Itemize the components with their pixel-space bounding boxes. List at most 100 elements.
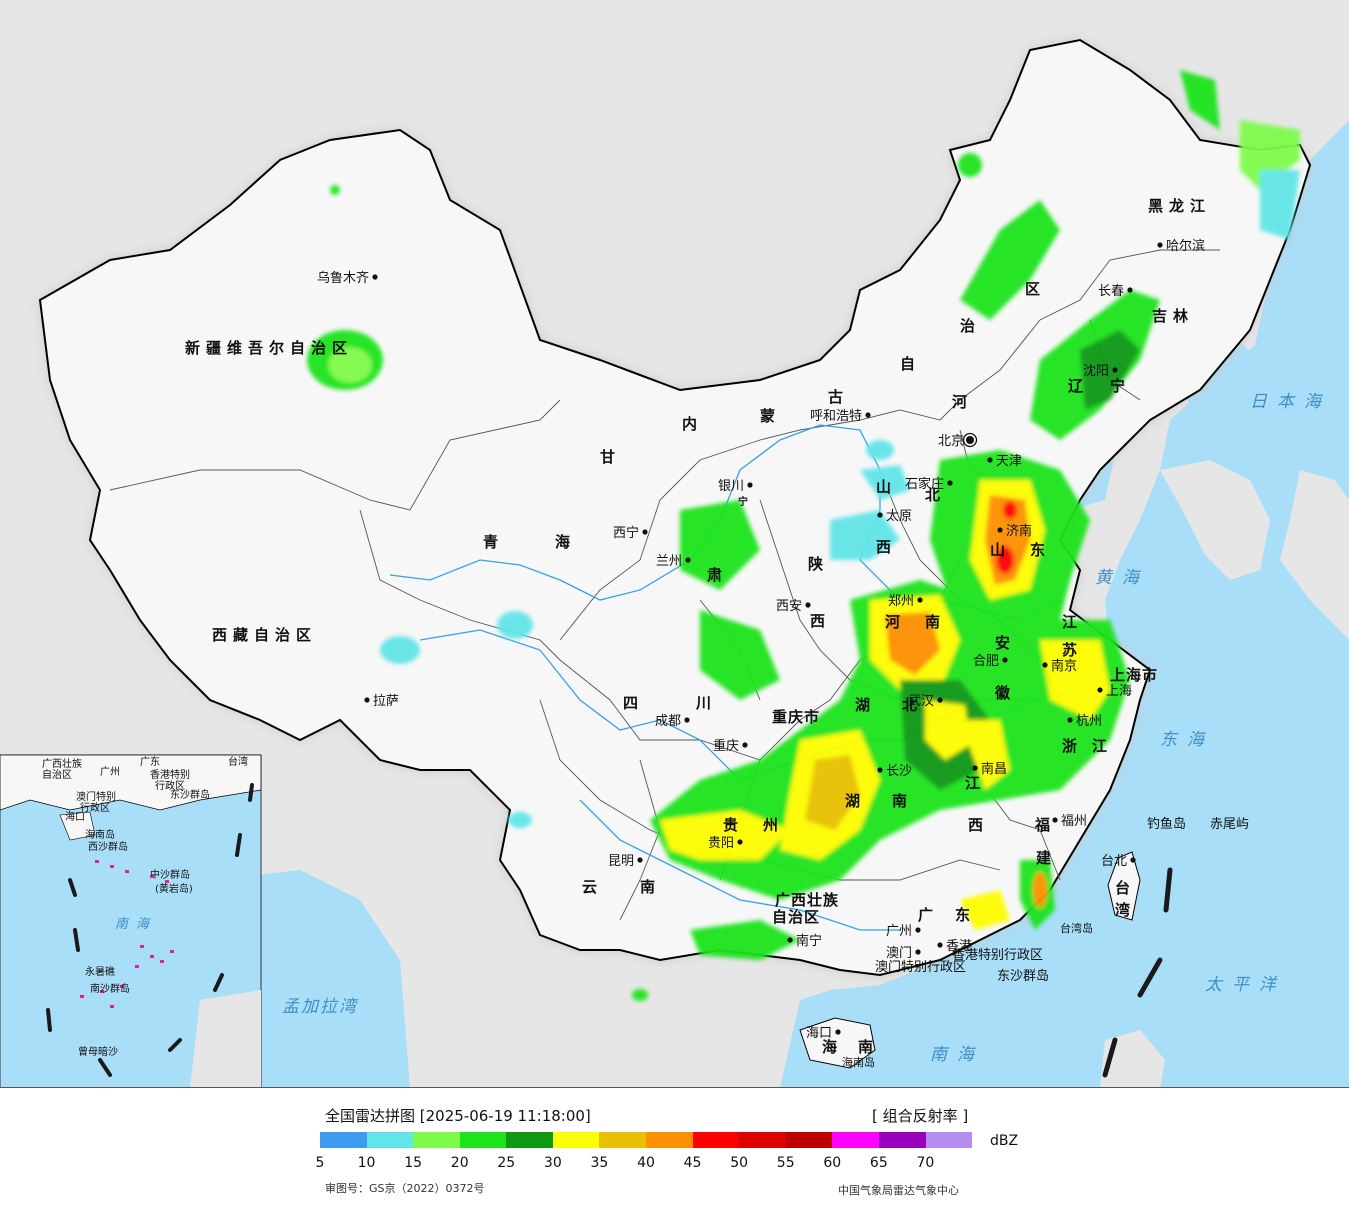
colorbar-tick-label: 15 [404, 1155, 423, 1171]
city-marker: 济南 [997, 523, 1032, 539]
city-marker: 海口 [806, 1026, 841, 1041]
region-shanxi-a: 山 [876, 478, 897, 496]
city-name: 长春 [1098, 284, 1124, 299]
province-boundaries [109, 249, 1220, 921]
city-name: 南京 [1051, 658, 1077, 674]
city-marker: 福州 [1052, 814, 1087, 829]
city-name: 乌鲁木齐 [317, 270, 369, 286]
region-gansu-a: 甘 [600, 448, 621, 466]
city-name: 杭州 [1076, 714, 1102, 729]
legend-product-name: [ 组合反射率 ] [872, 1107, 969, 1125]
label-taiwan-island: 台湾岛 [1060, 921, 1093, 935]
city-marker: 香港 [937, 939, 972, 954]
inset-label-guangxi: 广西壮族 [42, 757, 82, 770]
city-marker: 天津 [987, 454, 1022, 469]
region-shanghai: 上海市 [1110, 666, 1158, 684]
city-name: 武汉 [908, 694, 934, 709]
city-dot-icon [1042, 662, 1048, 668]
city-name: 福州 [1061, 814, 1087, 829]
city-dot-icon [737, 839, 743, 845]
region-liaoning-a: 辽 [1068, 377, 1089, 395]
city-dot-icon [835, 1029, 841, 1035]
colorbar-tick-label: 45 [683, 1155, 702, 1171]
region-hainan-a: 海 [822, 1038, 843, 1056]
colorbar-cell [599, 1132, 647, 1148]
colorbar-tick-label: 35 [590, 1155, 609, 1171]
label-dongsha: 东沙群岛 [997, 968, 1049, 984]
city-name: 贵阳 [708, 836, 734, 851]
inset-label-dongsha: 东沙群岛 [170, 788, 210, 801]
city-marker: 西宁 [613, 525, 648, 541]
city-name: 昆明 [608, 854, 634, 869]
region-yunnan-a: 云 [582, 878, 603, 896]
city-marker: 贵阳 [708, 836, 743, 851]
label-hongkong-sar: 香港特别行政区 [952, 948, 1043, 963]
city-marker: 长沙 [877, 764, 912, 779]
region-neimeng-c: 古 [828, 388, 849, 406]
colorbar-cell [692, 1132, 740, 1148]
region-shandong-a: 山 [990, 541, 1011, 559]
city-dot-icon [685, 557, 691, 563]
city-name: 沈阳 [1083, 364, 1109, 379]
sea-east [780, 120, 1349, 1087]
colorbar-tick-label: 30 [543, 1155, 562, 1171]
region-hubei-b: 北 [902, 696, 923, 714]
colorbar-tick-label: 50 [730, 1155, 749, 1171]
label-chiwei: 赤尾屿 [1210, 817, 1249, 832]
inset-label-nansha: 南沙群岛 [90, 982, 130, 995]
city-marker: 南昌 [972, 761, 1007, 777]
city-name: 兰州 [656, 554, 682, 569]
city-marker: 太原 [877, 509, 912, 524]
hainan-island [799, 1017, 876, 1069]
region-xizang: 西藏自治区 [212, 626, 317, 644]
city-marker: 银川 [718, 479, 753, 494]
radar-echoes [307, 70, 1300, 1001]
city-dot-icon [966, 436, 974, 444]
region-jiangxi-b: 西 [968, 816, 989, 834]
nine-dash-line [1102, 867, 1173, 1078]
city-name: 天津 [996, 454, 1022, 469]
city-dot-icon [637, 857, 643, 863]
inset-label-mo-b: 行政区 [80, 801, 110, 814]
city-marker: 南宁 [787, 933, 822, 949]
region-guizhou-b: 州 [762, 816, 784, 834]
city-name: 呼和浩特 [810, 409, 862, 424]
city-name: 南昌 [981, 761, 1007, 777]
city-marker: 合肥 [973, 654, 1008, 669]
region-shandong-b: 东 [1030, 541, 1051, 559]
region-hubei-a: 湖 [855, 696, 876, 714]
inset-label-zengmu: 曾母暗沙 [78, 1045, 118, 1058]
city-marker: 西安 [776, 599, 811, 614]
city-marker: 拉萨 [364, 694, 399, 709]
city-dot-icon [997, 527, 1003, 533]
city-dot-icon [937, 942, 943, 948]
city-dot-icon [987, 457, 993, 463]
colorbar-tick-label: 55 [776, 1155, 795, 1171]
sea-label-east: 东海 [1160, 730, 1214, 750]
region-zhejiang-b: 江 [1092, 737, 1113, 755]
colorbar-tick-label: 40 [637, 1155, 655, 1171]
city-marker: 武汉 [908, 694, 943, 709]
label-diaoyu: 钓鱼岛 [1147, 816, 1186, 832]
city-name: 济南 [1006, 523, 1032, 539]
city-dot-icon [917, 597, 923, 603]
inset-label-haikou: 海口 [65, 810, 85, 823]
region-anhui-a: 安 [995, 634, 1016, 652]
city-name: 台北 [1101, 854, 1127, 869]
inset-label-guangzhou: 广州 [100, 766, 120, 778]
city-name: 哈尔滨 [1166, 238, 1205, 254]
city-name: 南宁 [796, 933, 822, 949]
region-neimeng-b: 蒙 [760, 407, 781, 425]
city-marker: 成都 [655, 714, 690, 729]
region-guangxi-a: 广西壮族 [775, 891, 839, 909]
city-name: 海口 [806, 1026, 832, 1041]
sea-label-pacific: 太平洋 [1205, 975, 1286, 995]
region-taiwan-b: 湾 [1115, 901, 1136, 919]
colorbar-cell [832, 1132, 879, 1148]
city-name: 合肥 [973, 654, 999, 669]
city-dot-icon [642, 529, 648, 535]
city-marker: 兰州 [656, 554, 691, 569]
colorbar-tick-label: 20 [450, 1155, 469, 1171]
city-name: 广州 [886, 924, 912, 939]
